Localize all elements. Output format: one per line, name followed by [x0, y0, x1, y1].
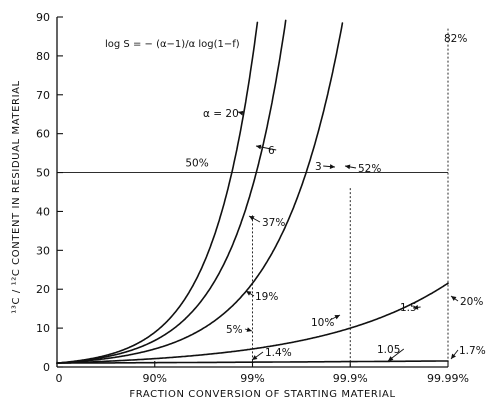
arrow-head [413, 304, 419, 310]
series-line [56, 282, 449, 364]
y-tick-label: 30 [36, 244, 50, 257]
arrow-head [388, 356, 394, 361]
x-tick-label: 99% [240, 372, 264, 385]
series-line [56, 22, 344, 364]
annotation-label: 10% [311, 317, 334, 329]
y-tick-label: 0 [43, 361, 50, 374]
arrow-head [246, 327, 252, 332]
arrow-head [345, 164, 351, 170]
series-label: α = 20 [203, 108, 239, 120]
y-tick-label: 60 [36, 128, 50, 141]
series-label: 6 [268, 145, 275, 157]
y-tick-label: 90 [36, 11, 50, 24]
arrow-head [246, 291, 252, 296]
y-axis-title: ¹³C / ¹²C CONTENT IN RESIDUAL MATERIAL [11, 80, 22, 313]
y-tick-label: 20 [36, 283, 50, 296]
series-line [56, 360, 449, 364]
annotation-label: 52% [358, 163, 381, 175]
arrow-head [451, 296, 457, 301]
series-label: 1.05 [377, 344, 400, 356]
arrow-head [249, 216, 255, 221]
arrow-head [329, 164, 335, 169]
annotation-label: 5% [226, 324, 243, 336]
arrow-head [256, 144, 262, 150]
curves [56, 19, 449, 364]
arrow-head [238, 110, 244, 116]
labels: log S = − (α−1)/α log(1−f) 50% α = 20 6 3 1.5… [105, 33, 486, 362]
series-label: 3 [315, 161, 322, 173]
y-tick-label: 80 [36, 50, 50, 63]
reference-line-label: 50% [185, 158, 208, 170]
annotation-label: 82% [444, 33, 467, 45]
arrow-head [252, 355, 258, 360]
y-tick-label: 50 [36, 167, 50, 180]
x-tick-label: 90% [143, 372, 167, 385]
x-tick-label: 99.99% [427, 372, 469, 385]
annotation-label: 1.7% [459, 345, 486, 357]
annotation-label: 20% [460, 296, 483, 308]
x-axis-title: FRACTION CONVERSION OF STARTING MATERIAL [129, 389, 395, 400]
formula: log S = − (α−1)/α log(1−f) [105, 39, 240, 50]
arrow-head [451, 353, 456, 359]
y-tick-label: 10 [36, 322, 50, 335]
arrow-head [334, 315, 340, 320]
annotation-label: 19% [255, 291, 278, 303]
annotation-label: 37% [262, 217, 285, 229]
y-tick-label: 40 [36, 205, 50, 218]
series-line [56, 21, 259, 364]
x-tick-label: 99.9% [333, 372, 368, 385]
x-tick-label: 0 [56, 372, 63, 385]
annotation-label: 1.4% [265, 347, 292, 359]
series-line [56, 19, 287, 364]
series-label: 1.5 [400, 302, 417, 314]
guide-lines [57, 28, 449, 367]
axes: 0 10 20 30 40 50 60 70 80 90 0 90% 99% 99.9% 99.99% FRA… [11, 11, 469, 400]
y-tick-label: 70 [36, 89, 50, 102]
